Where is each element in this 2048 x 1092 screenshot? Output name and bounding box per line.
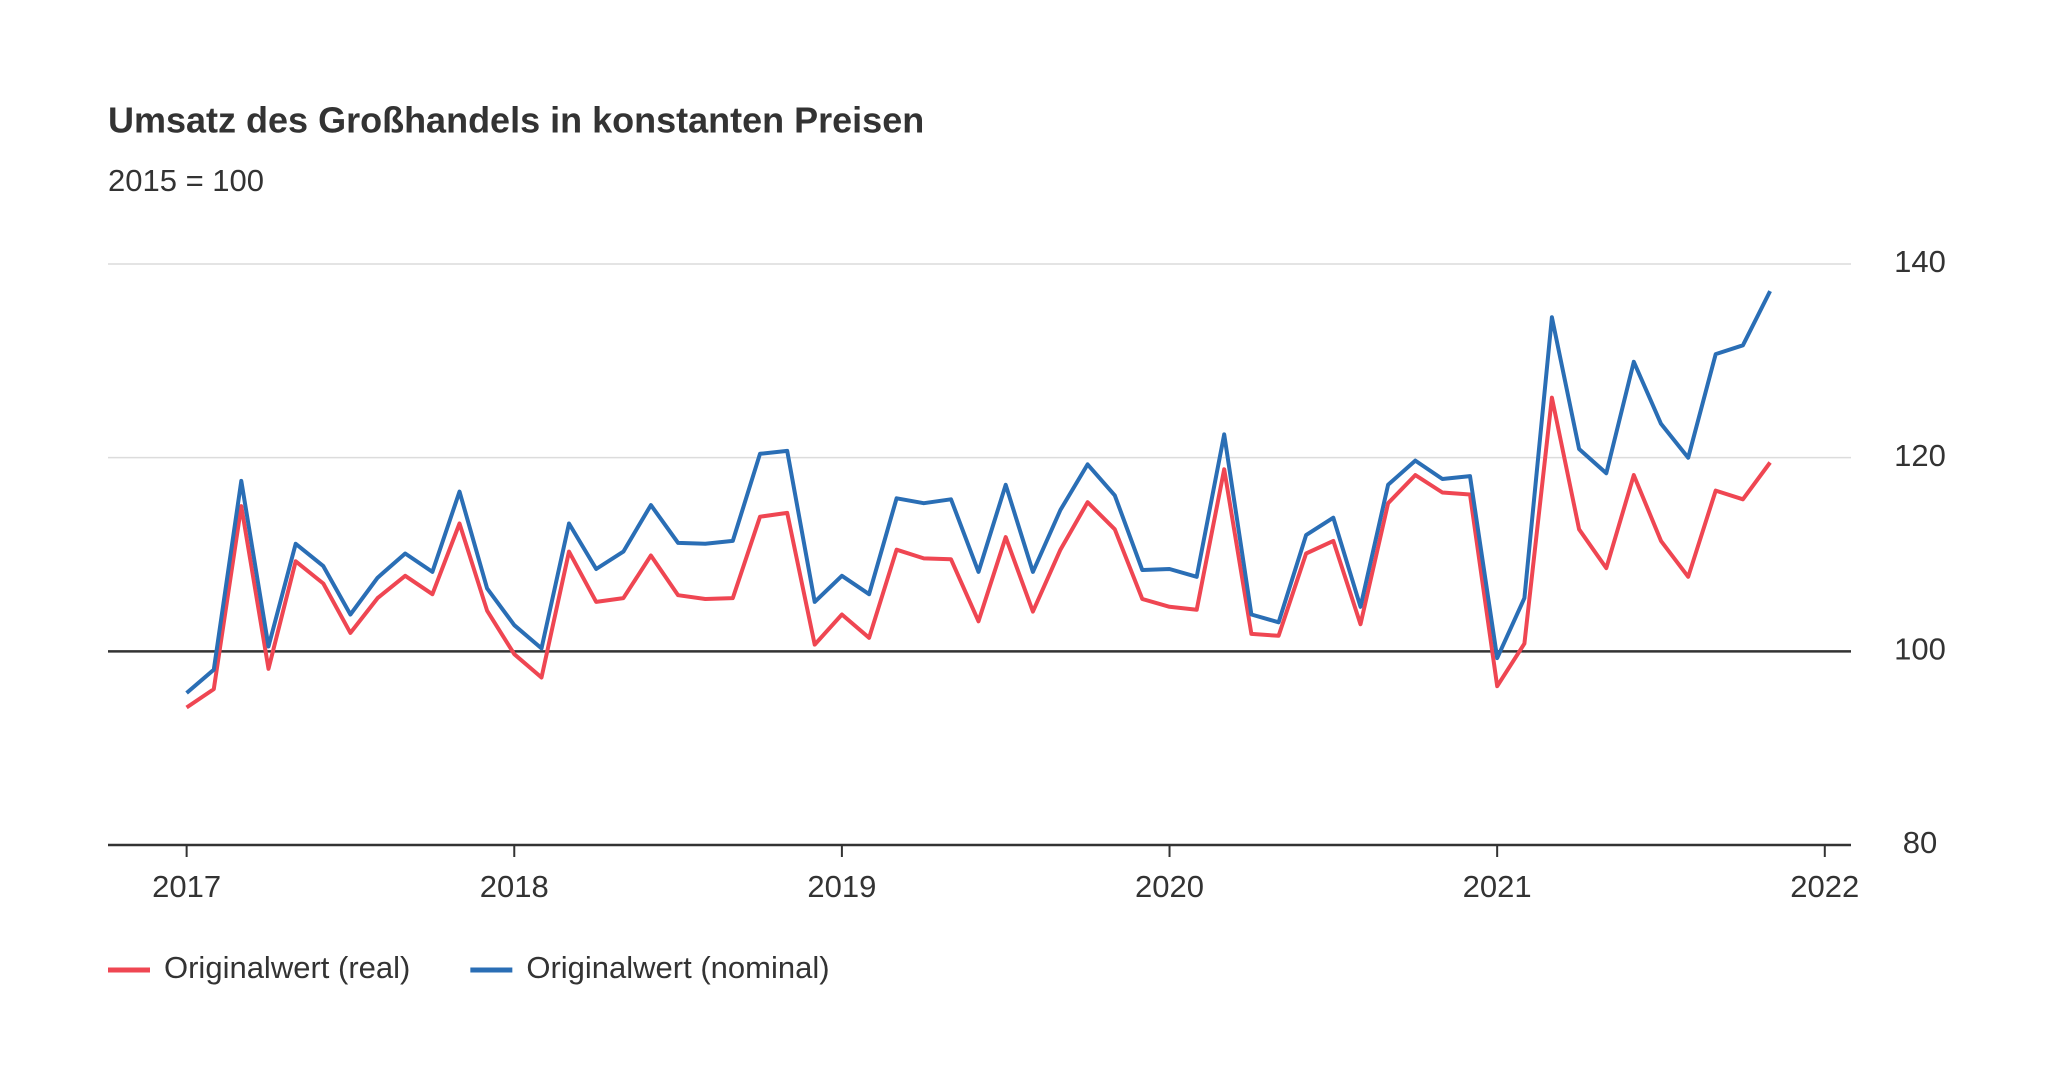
series-line: [185, 290, 1772, 695]
x-tick-label: 2021: [1463, 869, 1532, 904]
y-tick-label: 120: [1894, 438, 1946, 473]
x-tick-label: 2022: [1790, 869, 1859, 904]
x-tick-label: 2018: [480, 869, 549, 904]
x-tick-label: 2020: [1135, 869, 1204, 904]
y-tick-label: 80: [1903, 825, 1937, 860]
series-line: [185, 395, 1772, 710]
y-tick-label: 100: [1894, 632, 1946, 667]
chart-title: Umsatz des Großhandels in konstanten Pre…: [108, 100, 924, 141]
legend-label: Originalwert (nominal): [526, 950, 829, 985]
chart-subtitle: 2015 = 100: [108, 163, 264, 198]
legend-label: Originalwert (real): [164, 950, 410, 985]
x-tick-label: 2017: [152, 869, 221, 904]
y-tick-label: 140: [1894, 244, 1946, 279]
x-tick-label: 2019: [807, 869, 876, 904]
